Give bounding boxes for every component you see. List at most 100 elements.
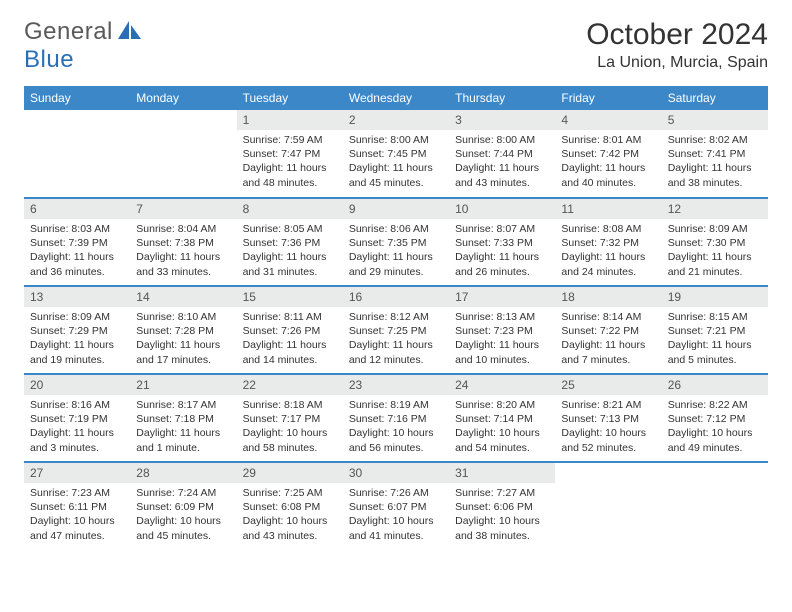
sunset-text: Sunset: 7:45 PM bbox=[349, 147, 443, 161]
day-number: 25 bbox=[555, 375, 661, 395]
day-number: 29 bbox=[237, 463, 343, 483]
day-body: Sunrise: 8:06 AMSunset: 7:35 PMDaylight:… bbox=[343, 219, 449, 283]
calendar-cell: 12 Sunrise: 8:09 AMSunset: 7:30 PMDayligh… bbox=[662, 198, 768, 286]
day-header: Saturday bbox=[662, 86, 768, 110]
day-body: Sunrise: 8:03 AMSunset: 7:39 PMDaylight:… bbox=[24, 219, 130, 283]
daylight-text: Daylight: 11 hours and 21 minutes. bbox=[668, 250, 762, 278]
day-body: Sunrise: 7:23 AMSunset: 6:11 PMDaylight:… bbox=[24, 483, 130, 547]
sunrise-text: Sunrise: 7:25 AM bbox=[243, 486, 337, 500]
sunset-text: Sunset: 7:38 PM bbox=[136, 236, 230, 250]
sunset-text: Sunset: 7:23 PM bbox=[455, 324, 549, 338]
daylight-text: Daylight: 10 hours and 38 minutes. bbox=[455, 514, 549, 542]
day-header: Thursday bbox=[449, 86, 555, 110]
sunrise-text: Sunrise: 8:11 AM bbox=[243, 310, 337, 324]
calendar-cell: 5Sunrise: 8:02 AMSunset: 7:41 PMDaylight… bbox=[662, 110, 768, 198]
day-body: Sunrise: 7:26 AMSunset: 6:07 PMDaylight:… bbox=[343, 483, 449, 547]
daylight-text: Daylight: 10 hours and 43 minutes. bbox=[243, 514, 337, 542]
calendar-cell: 13Sunrise: 8:09 AMSunset: 7:29 PMDayligh… bbox=[24, 286, 130, 374]
sunset-text: Sunset: 7:17 PM bbox=[243, 412, 337, 426]
sunrise-text: Sunrise: 8:05 AM bbox=[243, 222, 337, 236]
sunrise-text: Sunrise: 8:19 AM bbox=[349, 398, 443, 412]
sunrise-text: Sunrise: 8:16 AM bbox=[30, 398, 124, 412]
day-body: Sunrise: 8:14 AMSunset: 7:22 PMDaylight:… bbox=[555, 307, 661, 371]
day-header-row: SundayMondayTuesdayWednesdayThursdayFrid… bbox=[24, 86, 768, 110]
day-number: 21 bbox=[130, 375, 236, 395]
day-number: 26 bbox=[662, 375, 768, 395]
day-body: Sunrise: 8:18 AMSunset: 7:17 PMDaylight:… bbox=[237, 395, 343, 459]
day-number: 3 bbox=[449, 110, 555, 130]
sunrise-text: Sunrise: 8:02 AM bbox=[668, 133, 762, 147]
daylight-text: Daylight: 11 hours and 3 minutes. bbox=[30, 426, 124, 454]
logo: General bbox=[24, 18, 145, 46]
day-number: 8 bbox=[237, 199, 343, 219]
day-number: 16 bbox=[343, 287, 449, 307]
logo-text-blue: Blue bbox=[24, 46, 74, 73]
daylight-text: Daylight: 11 hours and 17 minutes. bbox=[136, 338, 230, 366]
day-number: 15 bbox=[237, 287, 343, 307]
sunset-text: Sunset: 7:33 PM bbox=[455, 236, 549, 250]
calendar-cell: 15Sunrise: 8:11 AMSunset: 7:26 PMDayligh… bbox=[237, 286, 343, 374]
sunrise-text: Sunrise: 8:06 AM bbox=[349, 222, 443, 236]
day-number: 24 bbox=[449, 375, 555, 395]
sunrise-text: Sunrise: 8:01 AM bbox=[561, 133, 655, 147]
day-body: Sunrise: 8:16 AMSunset: 7:19 PMDaylight:… bbox=[24, 395, 130, 459]
sunrise-text: Sunrise: 8:00 AM bbox=[455, 133, 549, 147]
day-number: 7 bbox=[130, 199, 236, 219]
daylight-text: Daylight: 11 hours and 36 minutes. bbox=[30, 250, 124, 278]
sunset-text: Sunset: 7:41 PM bbox=[668, 147, 762, 161]
day-body: Sunrise: 8:17 AMSunset: 7:18 PMDaylight:… bbox=[130, 395, 236, 459]
day-number: 28 bbox=[130, 463, 236, 483]
calendar-cell: 8Sunrise: 8:05 AMSunset: 7:36 PMDaylight… bbox=[237, 198, 343, 286]
sunset-text: Sunset: 7:13 PM bbox=[561, 412, 655, 426]
day-number: 19 bbox=[662, 287, 768, 307]
sunrise-text: Sunrise: 7:23 AM bbox=[30, 486, 124, 500]
week-row: 1Sunrise: 7:59 AMSunset: 7:47 PMDaylight… bbox=[24, 110, 768, 198]
sunrise-text: Sunrise: 8:18 AM bbox=[243, 398, 337, 412]
calendar-cell: 25Sunrise: 8:21 AMSunset: 7:13 PMDayligh… bbox=[555, 374, 661, 462]
day-body: Sunrise: 8:15 AMSunset: 7:21 PMDaylight:… bbox=[662, 307, 768, 371]
sunrise-text: Sunrise: 8:00 AM bbox=[349, 133, 443, 147]
day-body: Sunrise: 8:05 AMSunset: 7:36 PMDaylight:… bbox=[237, 219, 343, 283]
sunrise-text: Sunrise: 7:59 AM bbox=[243, 133, 337, 147]
sunset-text: Sunset: 7:21 PM bbox=[668, 324, 762, 338]
sunset-text: Sunset: 7:30 PM bbox=[668, 236, 762, 250]
calendar-cell: 19Sunrise: 8:15 AMSunset: 7:21 PMDayligh… bbox=[662, 286, 768, 374]
calendar-cell: 2Sunrise: 8:00 AMSunset: 7:45 PMDaylight… bbox=[343, 110, 449, 198]
calendar-cell: 24Sunrise: 8:20 AMSunset: 7:14 PMDayligh… bbox=[449, 374, 555, 462]
sunset-text: Sunset: 7:16 PM bbox=[349, 412, 443, 426]
sunset-text: Sunset: 7:25 PM bbox=[349, 324, 443, 338]
day-number: 10 bbox=[449, 199, 555, 219]
day-header: Wednesday bbox=[343, 86, 449, 110]
sunset-text: Sunset: 7:14 PM bbox=[455, 412, 549, 426]
daylight-text: Daylight: 10 hours and 47 minutes. bbox=[30, 514, 124, 542]
sunrise-text: Sunrise: 8:03 AM bbox=[30, 222, 124, 236]
day-number: 27 bbox=[24, 463, 130, 483]
day-body: Sunrise: 7:25 AMSunset: 6:08 PMDaylight:… bbox=[237, 483, 343, 547]
daylight-text: Daylight: 11 hours and 40 minutes. bbox=[561, 161, 655, 189]
day-number: 17 bbox=[449, 287, 555, 307]
day-number: 23 bbox=[343, 375, 449, 395]
sunrise-text: Sunrise: 8:09 AM bbox=[668, 222, 762, 236]
sunrise-text: Sunrise: 7:24 AM bbox=[136, 486, 230, 500]
calendar-cell: 23Sunrise: 8:19 AMSunset: 7:16 PMDayligh… bbox=[343, 374, 449, 462]
daylight-text: Daylight: 11 hours and 33 minutes. bbox=[136, 250, 230, 278]
day-number: 11 bbox=[555, 199, 661, 219]
title-block: October 2024 La Union, Murcia, Spain bbox=[586, 18, 768, 72]
calendar-cell bbox=[24, 110, 130, 198]
sunset-text: Sunset: 7:42 PM bbox=[561, 147, 655, 161]
calendar-cell: 14Sunrise: 8:10 AMSunset: 7:28 PMDayligh… bbox=[130, 286, 236, 374]
sunrise-text: Sunrise: 8:21 AM bbox=[561, 398, 655, 412]
day-number: 4 bbox=[555, 110, 661, 130]
daylight-text: Daylight: 11 hours and 10 minutes. bbox=[455, 338, 549, 366]
sunset-text: Sunset: 6:09 PM bbox=[136, 500, 230, 514]
calendar-cell bbox=[662, 462, 768, 550]
calendar-cell: 27Sunrise: 7:23 AMSunset: 6:11 PMDayligh… bbox=[24, 462, 130, 550]
day-number: 12 bbox=[662, 199, 768, 219]
day-number: 20 bbox=[24, 375, 130, 395]
calendar-cell: 17Sunrise: 8:13 AMSunset: 7:23 PMDayligh… bbox=[449, 286, 555, 374]
daylight-text: Daylight: 11 hours and 5 minutes. bbox=[668, 338, 762, 366]
day-number: 6 bbox=[24, 199, 130, 219]
sunset-text: Sunset: 6:11 PM bbox=[30, 500, 124, 514]
calendar-cell: 28Sunrise: 7:24 AMSunset: 6:09 PMDayligh… bbox=[130, 462, 236, 550]
calendar-cell: 30Sunrise: 7:26 AMSunset: 6:07 PMDayligh… bbox=[343, 462, 449, 550]
